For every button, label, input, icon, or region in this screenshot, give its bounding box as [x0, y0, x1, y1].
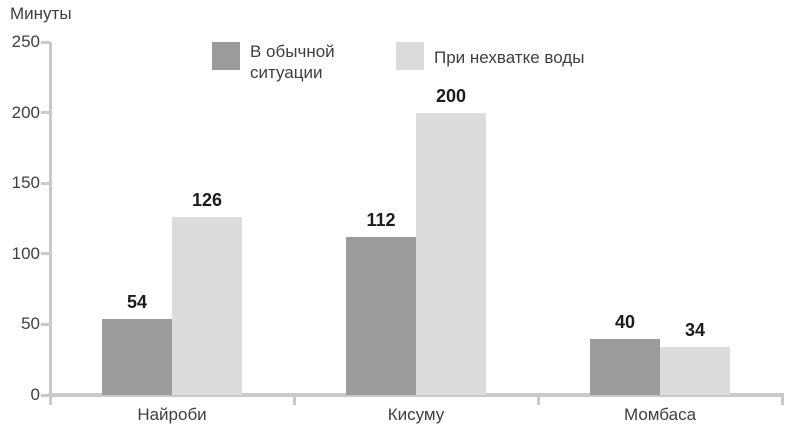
y-tick-mark: [41, 40, 50, 44]
legend-swatch-water-shortage: [396, 42, 424, 70]
bar-value-label: 126: [191, 190, 223, 210]
legend-label-water-shortage: При нехватке воды: [434, 48, 585, 67]
y-tick-label: 50: [21, 314, 40, 334]
bar-normal: [102, 319, 172, 395]
y-tick-mark: [41, 393, 50, 397]
bar-value-label: 54: [126, 292, 148, 312]
x-tick-mark: [780, 397, 784, 405]
bar-shortage: [660, 347, 730, 395]
legend-item-water-shortage: При нехватке воды: [396, 42, 584, 70]
y-tick-mark: [41, 252, 50, 256]
y-tick-label: 0: [30, 385, 40, 404]
y-tick-mark: [41, 181, 50, 185]
y-tick-label: 150: [11, 173, 40, 193]
x-tick-mark: [292, 397, 296, 405]
bar-shortage: [416, 113, 486, 395]
y-tick-label: 200: [11, 102, 40, 122]
x-tick-mark: [536, 397, 540, 405]
y-tick-label: 250: [11, 32, 40, 51]
bar-normal: [346, 237, 416, 395]
bar-value-label: 34: [684, 320, 706, 340]
y-tick-label: 100: [11, 243, 40, 263]
y-tick-mark: [41, 322, 50, 326]
x-tick-mark: [48, 397, 52, 405]
legend-swatch-normal-situation: [212, 42, 240, 70]
category-label: Кисуму: [387, 405, 445, 424]
x-axis-line: [48, 393, 784, 397]
category-label: Найроби: [137, 405, 207, 424]
bar-value-label: 200: [435, 86, 467, 106]
y-tick-mark: [41, 111, 50, 115]
y-axis-title: Минуты: [10, 4, 72, 23]
bar-normal: [590, 339, 660, 395]
bar-value-label: 112: [366, 210, 396, 230]
bar-value-label: 40: [614, 312, 636, 332]
legend-item-normal-situation: В обычной ситуации: [212, 42, 350, 83]
category-label: Момбаса: [623, 405, 697, 424]
y-axis-line: [49, 42, 52, 395]
legend-label-normal-situation: В обычной ситуации: [250, 42, 335, 82]
bar-shortage: [172, 217, 242, 395]
